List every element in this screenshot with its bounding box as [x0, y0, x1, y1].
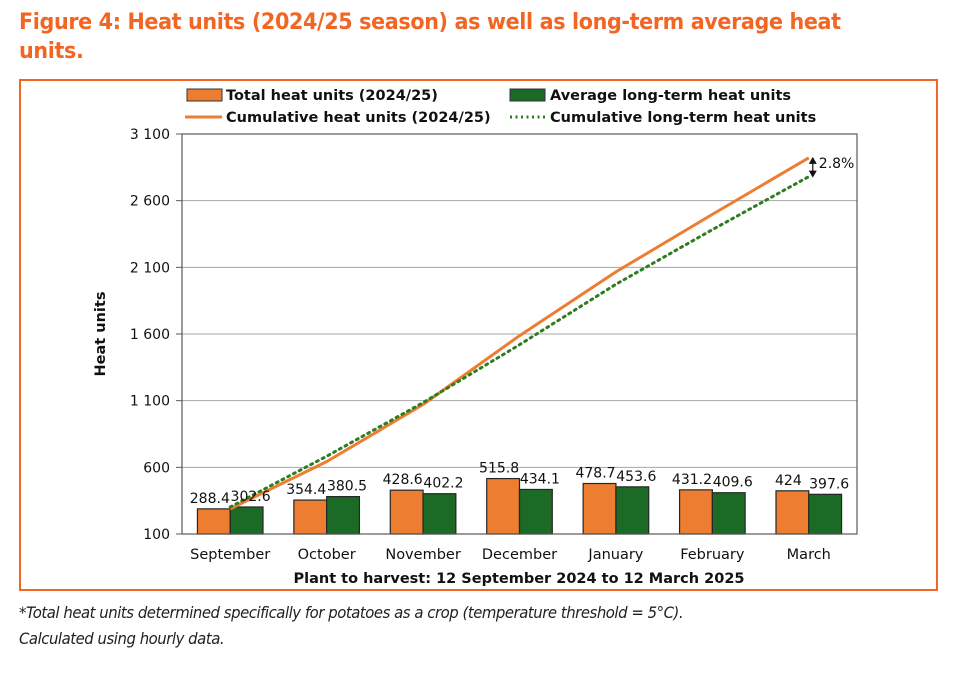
x-tick-label: December — [482, 547, 557, 563]
labels: 100 600 1 100 1 600 2 100 2 600 3 100 288.4 302.… — [130, 127, 854, 563]
arrow-up-icon — [808, 156, 817, 164]
bar-total — [678, 489, 713, 535]
data-label: 302.6 — [231, 489, 271, 505]
footnote-line-1: *Total heat units determined specificall… — [19, 603, 684, 622]
y-tick-label: 600 — [143, 460, 170, 476]
x-tick-label: February — [680, 547, 745, 563]
bar-average — [711, 492, 746, 535]
data-label: 354.4 — [286, 482, 326, 498]
bar-average — [808, 493, 843, 535]
data-label: 397.6 — [809, 476, 849, 492]
data-label: 431.2 — [672, 472, 712, 488]
data-label: 478.7 — [575, 466, 615, 482]
annotation-percent: 2.8% — [819, 156, 855, 172]
bar-total — [196, 508, 231, 535]
legend-swatch-total — [186, 88, 223, 102]
data-label: 453.6 — [616, 469, 656, 485]
bar-total — [389, 489, 424, 535]
bar-average — [229, 506, 264, 535]
bar-average — [615, 486, 650, 535]
x-axis-label: Plant to harvest: 12 September 2024 to 1… — [293, 571, 744, 587]
bar-total — [775, 490, 810, 535]
data-label: 515.8 — [479, 461, 519, 477]
y-tick-label: 100 — [143, 527, 170, 543]
bars — [196, 477, 843, 535]
bar-total — [486, 477, 521, 535]
legend-label-total: Total heat units (2024/25) — [226, 88, 438, 104]
data-label: 402.2 — [423, 476, 463, 492]
cumulative-line-long-term — [228, 175, 811, 509]
data-label: 428.6 — [383, 472, 423, 488]
y-tick-label: 3 100 — [130, 127, 170, 143]
bar-total — [293, 499, 328, 535]
cumulative-line-2024-25 — [229, 156, 810, 511]
x-tick-label: March — [787, 547, 831, 563]
bar-average — [326, 496, 361, 535]
y-tick-label: 2 100 — [130, 260, 170, 276]
x-tick-label: January — [587, 547, 643, 563]
y-axis-label: Heat units — [93, 292, 109, 377]
legend-swatch-average — [509, 88, 546, 102]
legend: Total heat units (2024/25) Average long-… — [185, 88, 816, 126]
bar-average — [518, 488, 553, 535]
cumulative-lines — [228, 156, 811, 511]
y-tick-label: 1 600 — [130, 327, 170, 343]
legend-label-cumulative: Cumulative heat units (2024/25) — [226, 110, 491, 126]
footnote: *Total heat units determined specificall… — [19, 600, 884, 652]
legend-label-average: Average long-term heat units — [550, 88, 791, 104]
plot-area-border — [181, 133, 858, 535]
data-label: 434.1 — [520, 471, 560, 487]
data-label: 409.6 — [713, 475, 753, 491]
figure-title: Figure 4: Heat units (2024/25 season) as… — [19, 9, 841, 64]
y-tick-label: 1 100 — [130, 394, 170, 410]
arrow-down-icon — [808, 170, 817, 178]
legend-label-cumulative-longterm: Cumulative long-term heat units — [550, 110, 816, 126]
bar-average — [422, 493, 457, 535]
chart-frame — [19, 79, 938, 591]
axes — [176, 133, 858, 535]
x-tick-label: October — [298, 547, 356, 563]
bar-total — [582, 482, 617, 535]
footnote-line-2: Calculated using hourly data. — [19, 629, 225, 648]
x-tick-label: November — [385, 547, 460, 563]
y-tick-label: 2 600 — [130, 194, 170, 210]
data-label: 380.5 — [327, 479, 367, 495]
x-tick-label: September — [190, 547, 270, 563]
data-label: 288.4 — [190, 491, 230, 507]
data-label: 424 — [775, 473, 802, 489]
